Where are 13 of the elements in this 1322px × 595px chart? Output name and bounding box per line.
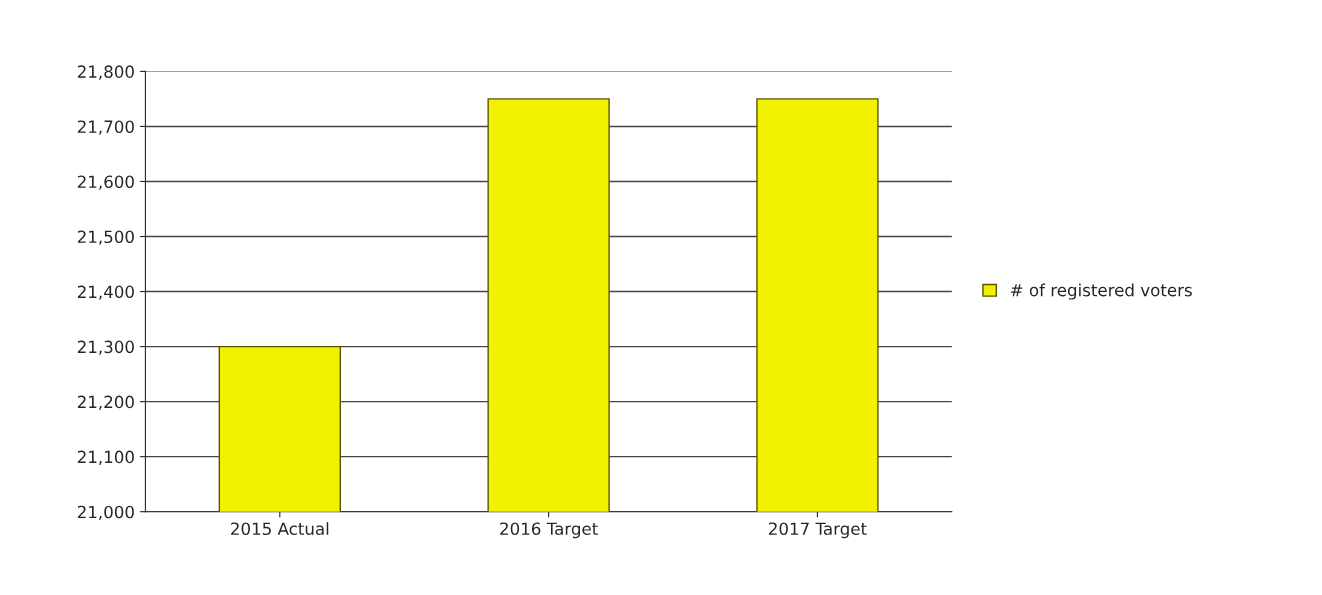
y-tick-label: 21,500	[77, 230, 134, 245]
y-tick-label: 21,000	[77, 505, 134, 520]
y-tick-label: 21,100	[77, 450, 134, 465]
y-tick-label: 21,400	[77, 285, 134, 300]
legend-label: # of registered voters	[1010, 283, 1192, 300]
y-tick-label: 21,800	[77, 65, 134, 80]
y-tick-label: 21,600	[77, 175, 134, 190]
x-tick-label: 2015 Actual	[231, 522, 329, 536]
y-tick-label: 21,200	[77, 395, 134, 410]
x-tick-label: 2017 Target	[769, 522, 867, 539]
y-tick-label: 21,700	[77, 120, 134, 135]
y-tick-label: 21,300	[77, 340, 134, 355]
x-tick-label: 2016 Target	[500, 522, 598, 539]
